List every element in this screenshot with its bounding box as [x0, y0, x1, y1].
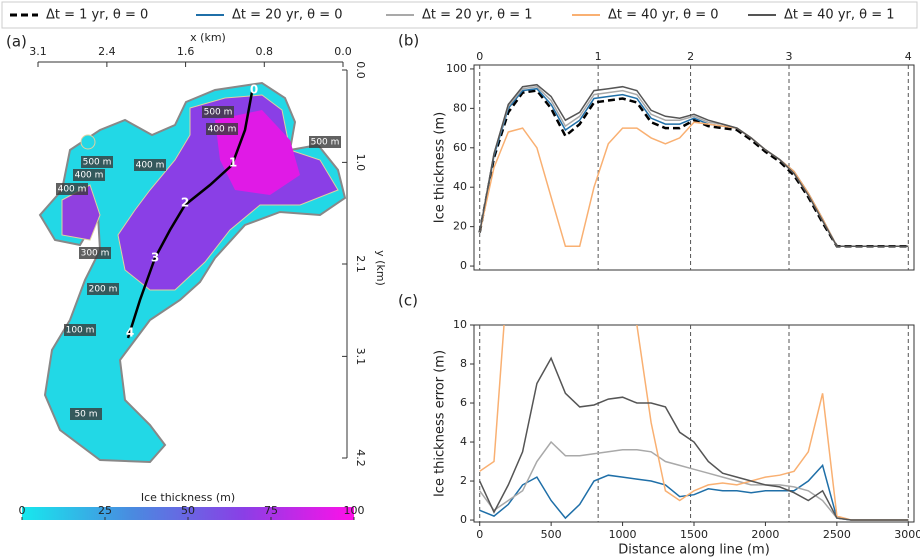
x-top-tick-label: 3: [786, 50, 793, 63]
colorbar-label: Ice thickness (m): [141, 491, 235, 504]
x-top-tick-label: 2: [687, 50, 694, 63]
contour-label: 400 m: [208, 125, 237, 135]
x-tick-label: 2.4: [98, 45, 116, 58]
contour-label-bg: [70, 408, 102, 420]
x-tick-label: 1500: [680, 528, 708, 541]
y-tick-label: 20: [453, 220, 467, 233]
contour-label-bg: [81, 156, 113, 168]
legend-label: Δt = 40 yr, θ = 0: [608, 8, 719, 23]
line-point-label: 4: [126, 326, 134, 340]
line-point-label: 0: [250, 83, 258, 97]
y-tick-label: 40: [453, 180, 467, 193]
y-tick-label: 100: [446, 62, 467, 75]
x-tick-label: 3000: [894, 528, 920, 541]
colorbar-tick-label: 75: [264, 504, 278, 517]
y-tick-label: 2: [460, 474, 467, 487]
y-tick-label: 2.1: [354, 255, 367, 273]
y-tick-label: 0: [460, 259, 467, 272]
x-tick-label: 1000: [609, 528, 637, 541]
contour-label-bg: [56, 183, 88, 195]
contour-label-bg: [134, 159, 166, 171]
contour-label: 500 m: [83, 158, 112, 168]
contour-label: 400 m: [136, 161, 165, 171]
x-top-tick-label: 4: [905, 50, 912, 63]
series-line: [478, 83, 909, 248]
y-tick-label: 3.1: [354, 348, 367, 366]
series-group: [478, 83, 909, 248]
x-tick-label: 1.6: [177, 45, 195, 58]
series-group: [479, 325, 909, 521]
colorbar-tick-label: 0: [19, 504, 26, 517]
series-line: [478, 85, 909, 248]
contour-label-bg: [64, 324, 96, 336]
contour-label-bg: [202, 106, 234, 118]
panel-label: (a): [6, 33, 27, 51]
y-axis-label: Ice thickness error (m): [433, 350, 448, 497]
y-tick-label: 0: [460, 513, 467, 526]
contour-label: 200 m: [89, 285, 118, 295]
x-top-tick-label: 1: [595, 50, 602, 63]
x-axis-label: x (km): [190, 31, 226, 44]
contour-label: 400 m: [58, 185, 87, 195]
series-line: [478, 121, 909, 248]
y-tick-label: 8: [460, 357, 467, 370]
contour-label: 50 m: [74, 410, 97, 420]
map-shapes: [38, 81, 347, 464]
y-tick-label: 1.0: [354, 154, 367, 172]
series-line: [478, 87, 909, 248]
x-tick-label: 500: [541, 528, 562, 541]
series-line: [479, 463, 909, 521]
series-line: [479, 440, 909, 521]
x-tick-label: 3.1: [29, 45, 47, 58]
y-tick-label: 4: [460, 435, 467, 448]
legend-label: Δt = 20 yr, θ = 1: [422, 8, 533, 23]
y-tick-label: 10: [453, 318, 467, 331]
y-tick-label: 60: [453, 141, 467, 154]
contour-label: 400 m: [75, 171, 104, 181]
x-tick-label: 0.8: [256, 45, 274, 58]
series-line: [479, 356, 909, 521]
panel-label: (b): [398, 32, 419, 50]
y-tick-label: 80: [453, 101, 467, 114]
legend-label: Δt = 1 yr, θ = 0: [46, 8, 148, 23]
line-point-label: 2: [181, 196, 189, 210]
contour-label: 500 m: [311, 138, 340, 148]
contour-label-bg: [206, 123, 238, 135]
x-tick-label: 2000: [751, 528, 779, 541]
colorbar: [22, 507, 354, 520]
plot-frame: [473, 324, 915, 523]
line-point-label: 3: [151, 251, 159, 265]
x-tick-label: 2500: [823, 528, 851, 541]
colorbar-tick-label: 25: [98, 504, 112, 517]
contour-label: 300 m: [81, 249, 110, 259]
line-point-label: 1: [229, 156, 237, 170]
contour-label: 500 m: [204, 108, 233, 118]
series-line: [479, 325, 909, 521]
legend-label: Δt = 20 yr, θ = 0: [232, 8, 343, 23]
panel-label: (c): [398, 292, 418, 310]
x-tick-label: 0.0: [334, 45, 352, 58]
y-tick-label: 4.2: [354, 449, 367, 467]
contour-label: 100 m: [66, 326, 95, 336]
contour-label-bg: [79, 247, 111, 259]
y-tick-label: 6: [460, 396, 467, 409]
contour-label-bg: [309, 136, 341, 148]
y-axis-label: Ice thickness (m): [433, 112, 448, 223]
x-tick-label: 0: [476, 528, 483, 541]
x-axis-label: Distance along line (m): [618, 543, 770, 558]
y-tick-label: 0.0: [354, 61, 367, 79]
legend-label: Δt = 40 yr, θ = 1: [784, 8, 895, 23]
plot-frame: [473, 64, 915, 271]
colorbar-tick-label: 100: [344, 504, 365, 517]
contour-label-bg: [87, 283, 119, 295]
contour-label-bg: [73, 169, 105, 181]
y-axis-label: y (km): [374, 250, 387, 286]
x-top-tick-label: 0: [476, 50, 483, 63]
colorbar-tick-label: 50: [181, 504, 195, 517]
